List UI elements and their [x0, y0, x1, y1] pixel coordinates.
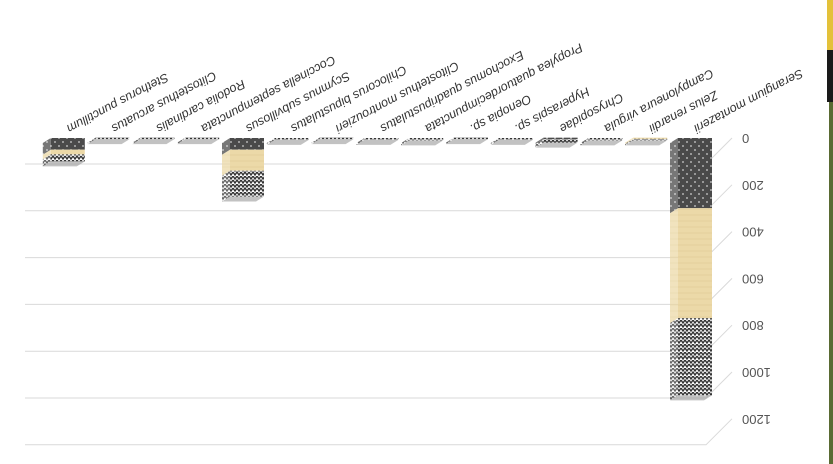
bar-segment [364, 138, 399, 140]
bar-segment-side [580, 138, 589, 146]
bar-segment-side [222, 149, 230, 176]
bar-top [132, 139, 175, 145]
bar-segment [678, 318, 712, 396]
bar-top [356, 139, 399, 145]
bar-segment [230, 138, 264, 150]
bar-segment-side [490, 138, 499, 145]
bar-top [580, 140, 623, 146]
bar-segment-side [177, 137, 186, 145]
bar-segment-side [446, 137, 454, 145]
bar-segment-side [311, 137, 320, 145]
edge-strip-olive [829, 102, 833, 464]
bar-top [446, 139, 488, 145]
bar-segment [50, 154, 85, 162]
bar-segment [678, 138, 712, 209]
gridline [25, 371, 733, 399]
y-tick-label: 600 [742, 271, 764, 286]
bar-segment [409, 138, 444, 141]
bar-segment [588, 138, 623, 141]
bar-segment [678, 208, 712, 319]
bar-segment [543, 139, 578, 143]
bar-top [670, 395, 712, 401]
bar-segment-side [222, 138, 230, 155]
bar-top [266, 139, 309, 145]
gridline [25, 418, 733, 446]
y-tick-label: 800 [742, 318, 764, 333]
bar-segment [633, 138, 668, 141]
gridline [25, 324, 733, 352]
gridline [25, 278, 733, 305]
bar-segment [140, 137, 175, 140]
bar-segment-side [625, 137, 634, 145]
y-tick-label: 1000 [742, 365, 771, 380]
gridline [25, 184, 733, 212]
edge-strip-yellow [827, 0, 833, 50]
bar-top [490, 139, 533, 145]
edge-strip-dark [827, 0, 833, 102]
bar-segment-side [42, 154, 51, 167]
bar-segment-side [670, 208, 678, 324]
bar-segment [274, 138, 309, 140]
bar-segment [454, 137, 488, 140]
y-tick-label: 0 [742, 131, 749, 146]
bar-top [42, 161, 85, 167]
bar-segment-side [670, 138, 678, 214]
bar-top [401, 140, 444, 146]
y-tick-label: 200 [742, 178, 764, 193]
y-tick-label: 400 [742, 225, 764, 240]
gridline [25, 231, 733, 259]
bar-top [311, 139, 354, 145]
bar-segment [95, 137, 130, 140]
bar-top [87, 139, 130, 145]
bar-segment [319, 137, 354, 140]
bar-top [177, 139, 220, 145]
bar-segment-side [222, 170, 230, 202]
bar-segment-side [356, 138, 365, 145]
bar-segment [230, 149, 264, 171]
bar-segment-side [535, 137, 544, 145]
bar-segment [498, 138, 533, 140]
bar-segment-side [132, 137, 141, 145]
bar-segment-side [625, 138, 634, 146]
bar-segment-side [401, 138, 410, 146]
bar-segment-side [42, 138, 51, 155]
bar-segment-side [670, 318, 678, 401]
bar-segment [633, 137, 668, 140]
bar-segment [185, 137, 220, 140]
bar-top [222, 196, 264, 202]
bar-segment-side [535, 139, 544, 148]
bar-segment [543, 137, 578, 140]
bar-top [625, 140, 668, 146]
bar-segment-side [266, 138, 275, 145]
bar-segment [230, 170, 264, 197]
bar-top [535, 142, 578, 148]
bar-segment-side [42, 149, 51, 160]
y-tick-label: 1200 [742, 412, 771, 427]
bar-segment-side [87, 137, 96, 145]
bar-segment [50, 138, 85, 150]
bar-segment [50, 149, 85, 155]
